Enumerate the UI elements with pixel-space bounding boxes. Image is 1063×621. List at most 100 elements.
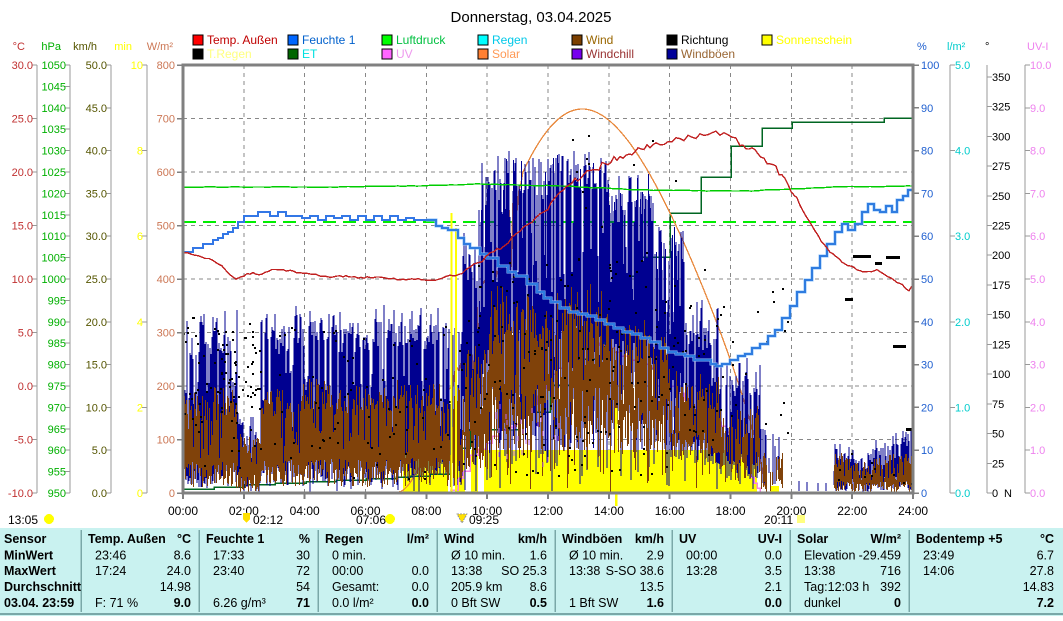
svg-text:60: 60 (921, 231, 933, 243)
svg-text:1050: 1050 (42, 60, 66, 72)
svg-text:955: 955 (48, 467, 66, 479)
svg-text:90: 90 (921, 103, 933, 115)
svg-text:8.6: 8.6 (174, 549, 191, 563)
svg-text:Feuchte 1: Feuchte 1 (206, 532, 264, 546)
svg-text:100: 100 (921, 60, 939, 72)
svg-text:02:00: 02:00 (229, 504, 259, 518)
svg-text:0 min.: 0 min. (332, 549, 366, 563)
svg-text:1030: 1030 (42, 146, 66, 158)
svg-text:10: 10 (921, 445, 933, 457)
svg-text:25.0: 25.0 (86, 274, 107, 286)
svg-text:Bodentemp +5: Bodentemp +5 (916, 532, 1003, 546)
svg-text:N: N (1004, 488, 1012, 500)
svg-text:0.0: 0.0 (18, 381, 33, 393)
svg-text:20.0: 20.0 (12, 167, 33, 179)
svg-text:0.0: 0.0 (412, 564, 429, 578)
svg-text:50.0: 50.0 (86, 60, 107, 72)
svg-text:200: 200 (992, 250, 1010, 262)
svg-text:MaxWert: MaxWert (4, 564, 57, 578)
svg-text:°C: °C (1040, 532, 1054, 546)
svg-text:9.0: 9.0 (1030, 103, 1045, 115)
svg-text:4: 4 (137, 317, 143, 329)
svg-text:30: 30 (921, 360, 933, 372)
svg-text:392: 392 (880, 580, 901, 594)
svg-text:325: 325 (992, 102, 1010, 114)
svg-text:10: 10 (131, 60, 143, 72)
svg-text:km/h: km/h (518, 532, 547, 546)
svg-text:Richtung: Richtung (681, 33, 728, 47)
svg-text:0.0 l/m²: 0.0 l/m² (332, 596, 374, 610)
svg-text:8: 8 (137, 146, 143, 158)
svg-text:3.0: 3.0 (1030, 360, 1045, 372)
svg-text:300: 300 (157, 328, 175, 340)
svg-text:l/m²: l/m² (407, 532, 429, 546)
svg-text:0.0: 0.0 (955, 488, 970, 500)
svg-text:175: 175 (992, 280, 1010, 292)
svg-text:45.0: 45.0 (86, 103, 107, 115)
svg-text:10.0: 10.0 (86, 402, 107, 414)
svg-text:°C: °C (13, 41, 25, 53)
svg-text:50: 50 (921, 274, 933, 286)
svg-text:9.0: 9.0 (174, 596, 191, 610)
svg-text:600: 600 (157, 167, 175, 179)
svg-text:dunkel: dunkel (804, 596, 841, 610)
svg-text:Windchill: Windchill (586, 47, 634, 61)
svg-text:13:38: 13:38 (451, 564, 482, 578)
svg-text:975: 975 (48, 381, 66, 393)
svg-text:0.0: 0.0 (412, 580, 429, 594)
svg-text:-5.0: -5.0 (14, 435, 33, 447)
svg-text:800: 800 (157, 60, 175, 72)
svg-text:10.0: 10.0 (1030, 60, 1051, 72)
svg-text:1025: 1025 (42, 167, 66, 179)
svg-text:Durchschnitt: Durchschnitt (4, 580, 82, 594)
svg-text:1.6: 1.6 (530, 549, 547, 563)
svg-text:27.8: 27.8 (1030, 564, 1054, 578)
svg-text:5.0: 5.0 (92, 445, 107, 457)
svg-text:0: 0 (894, 596, 901, 610)
svg-text:3.5: 3.5 (765, 564, 782, 578)
svg-text:SO 25.3: SO 25.3 (501, 564, 547, 578)
svg-text:500: 500 (157, 221, 175, 233)
svg-text:100: 100 (992, 369, 1010, 381)
svg-text:12:00: 12:00 (533, 504, 563, 518)
svg-text:Regen: Regen (325, 532, 363, 546)
svg-text:1000: 1000 (42, 274, 66, 286)
svg-text:960: 960 (48, 445, 66, 457)
svg-text:6.7: 6.7 (1037, 549, 1054, 563)
svg-text:Feuchte 1: Feuchte 1 (302, 33, 356, 47)
svg-text:250: 250 (992, 191, 1010, 203)
svg-text:Solar: Solar (797, 532, 828, 546)
svg-text:40: 40 (921, 317, 933, 329)
svg-text:5.0: 5.0 (1030, 274, 1045, 286)
svg-text:20.0: 20.0 (86, 317, 107, 329)
svg-text:%: % (917, 41, 927, 53)
svg-text:07:06: 07:06 (356, 513, 386, 527)
svg-text:1 Bft SW: 1 Bft SW (569, 596, 619, 610)
svg-text:1010: 1010 (42, 231, 66, 243)
svg-text:0: 0 (992, 488, 998, 500)
svg-text:2: 2 (137, 402, 143, 414)
svg-text:16:00: 16:00 (655, 504, 685, 518)
svg-text:Solar: Solar (492, 47, 520, 61)
svg-text:400: 400 (157, 274, 175, 286)
svg-text:6.26 g/m³: 6.26 g/m³ (213, 596, 266, 610)
svg-text:965: 965 (48, 424, 66, 436)
svg-text:995: 995 (48, 295, 66, 307)
svg-text:30.0: 30.0 (12, 60, 33, 72)
svg-text:°: ° (985, 41, 989, 53)
svg-text:0.0: 0.0 (1030, 488, 1045, 500)
svg-text:F: 71 %: F: 71 % (95, 596, 138, 610)
svg-text:71: 71 (296, 596, 310, 610)
svg-text:Gesamt:: Gesamt: (332, 580, 379, 594)
svg-text:°C: °C (177, 532, 191, 546)
svg-text:02:12: 02:12 (253, 513, 283, 527)
svg-text:1035: 1035 (42, 124, 66, 136)
svg-text:3.0: 3.0 (955, 231, 970, 243)
svg-text:75: 75 (992, 399, 1004, 411)
svg-text:-10.0: -10.0 (8, 488, 33, 500)
svg-text:5.0: 5.0 (955, 60, 970, 72)
svg-text:W/m²: W/m² (147, 41, 174, 53)
svg-text:5.0: 5.0 (18, 328, 33, 340)
svg-text:min: min (114, 41, 132, 53)
svg-text:ET: ET (302, 47, 318, 61)
